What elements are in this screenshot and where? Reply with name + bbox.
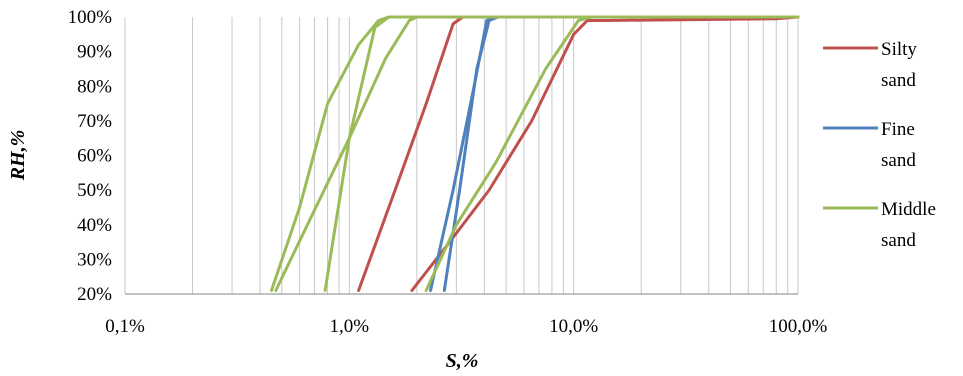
- legend-label: Middle: [881, 199, 936, 220]
- x-tick-label: 100,0%: [769, 316, 828, 337]
- legend-label: sand: [881, 230, 916, 251]
- series-line: [410, 15, 800, 292]
- y-tick-label: 50%: [77, 180, 112, 201]
- y-axis-title: RH,%: [7, 130, 29, 182]
- y-tick-label: 20%: [77, 284, 112, 305]
- series-line: [424, 15, 800, 292]
- y-tick-label: 80%: [77, 76, 112, 97]
- y-tick-label: 100%: [68, 7, 113, 28]
- y-tick-label: 40%: [77, 215, 112, 236]
- y-tick-label: 60%: [77, 146, 112, 167]
- y-tick-label: 90%: [77, 42, 112, 63]
- y-tick-label: 30%: [77, 249, 112, 270]
- legend-label: Fine: [881, 119, 915, 140]
- x-tick-label: 1,0%: [330, 316, 370, 337]
- legend-label: sand: [881, 150, 916, 171]
- y-tick-label: 70%: [77, 111, 112, 132]
- x-axis-title: S,%: [446, 350, 479, 372]
- legend: Silty sand Fine sand Middle sand: [823, 39, 936, 251]
- series-line: [323, 15, 800, 292]
- series-group: [270, 15, 800, 292]
- x-tick-label: 10,0%: [549, 316, 598, 337]
- x-tick-label: 0,1%: [105, 316, 145, 337]
- legend-label: Silty: [881, 39, 917, 60]
- x-tick-labels: 0,1% 1,0% 10,0% 100,0%: [105, 316, 827, 337]
- grid: [124, 17, 799, 294]
- y-tick-labels: 20% 30% 40% 50% 60% 70% 80% 90% 100%: [68, 7, 113, 305]
- legend-label: sand: [881, 70, 916, 91]
